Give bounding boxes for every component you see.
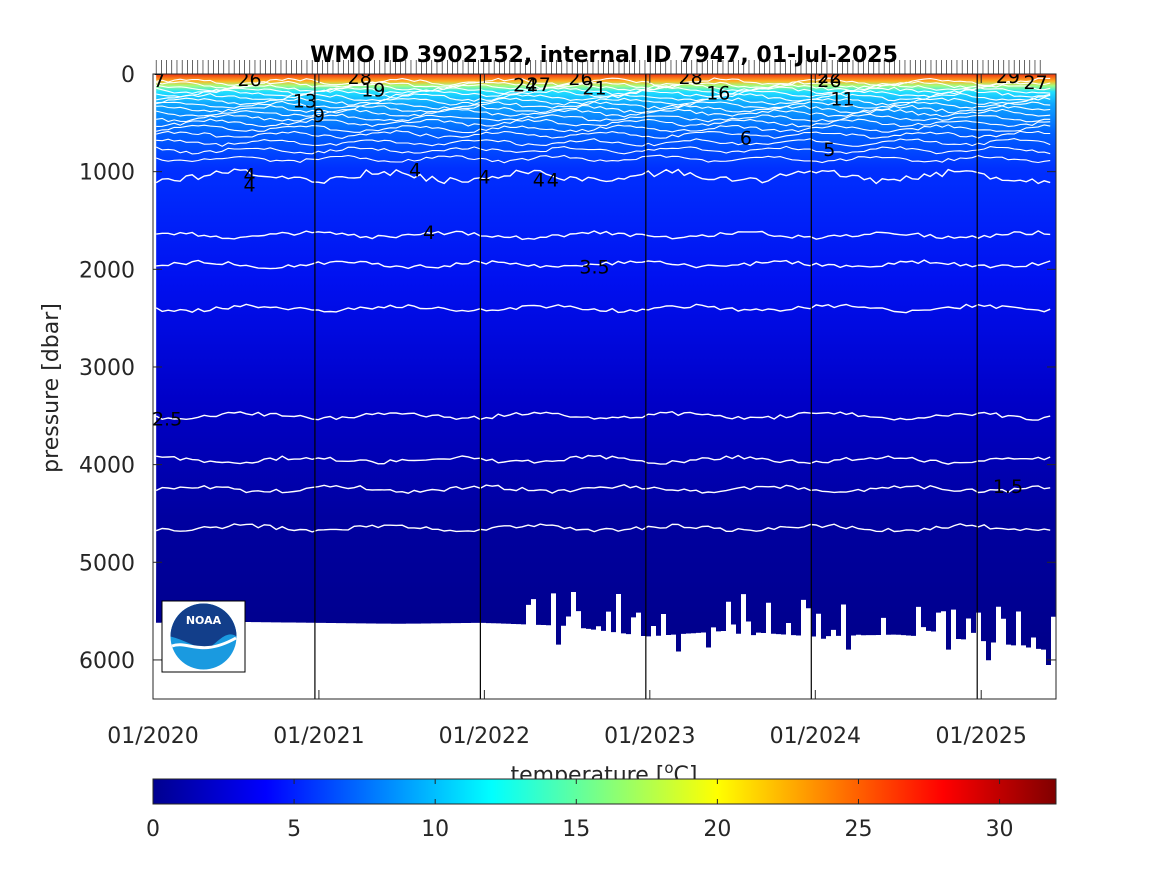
y-tick-label: 1000 xyxy=(79,161,135,186)
contour-label: 28 xyxy=(348,67,372,89)
colorbar-tick-label: 25 xyxy=(844,817,872,842)
upper-contour-line xyxy=(156,108,1051,118)
contour-label: 2.5 xyxy=(152,409,182,431)
upper-contour-line xyxy=(156,113,1051,123)
temperature-field xyxy=(156,74,1056,666)
upper-contour-line xyxy=(156,86,1051,96)
upper-contour-line xyxy=(156,92,1051,102)
contour-label: 19 xyxy=(361,80,385,102)
contour-label: 26 xyxy=(568,68,592,90)
colorbar: 0 5 10 15 20 25 30 xyxy=(146,778,1057,842)
contour-label: 4 xyxy=(478,167,490,189)
isotherm-line xyxy=(155,483,1051,494)
isotherm-line xyxy=(156,259,1051,270)
chart-title: WMO ID 3902152, internal ID 7947, 01-Jul… xyxy=(310,43,898,68)
isotherm-line xyxy=(155,523,1051,533)
x-tick-label: 01/2022 xyxy=(439,724,530,749)
y-tick-label: 0 xyxy=(121,63,135,88)
upper-contour-line xyxy=(156,97,1051,106)
contour-label: 27 xyxy=(141,70,165,92)
x-tick-label: 01/2024 xyxy=(770,724,861,749)
x-tick-label: 01/2025 xyxy=(936,724,1027,749)
contour-label: 4 xyxy=(244,174,256,196)
year-separators xyxy=(314,74,978,699)
colorbar-tick-label: 5 xyxy=(287,817,301,842)
plot-frame xyxy=(152,73,1057,700)
upper-contour-line xyxy=(156,154,1051,164)
contour-label: 28 xyxy=(679,67,703,89)
upper-contour-line xyxy=(156,83,1051,93)
contour-label: 1.5 xyxy=(993,476,1023,498)
colorbar-tick-label: 0 xyxy=(146,817,160,842)
svg-text:NOAA: NOAA xyxy=(186,614,222,627)
profile-ticks xyxy=(155,60,1041,74)
colorbar-gradient xyxy=(152,778,1057,805)
y-tick-label: 6000 xyxy=(79,649,135,674)
y-tick-label: 4000 xyxy=(79,454,135,479)
colorbar-tick-label: 15 xyxy=(562,817,590,842)
y-tick-label: 2000 xyxy=(79,258,135,283)
contour-label: 27 xyxy=(1024,72,1048,94)
upper-ocean-contours xyxy=(155,77,1051,164)
upper-contour-line xyxy=(156,100,1051,110)
colorbar-tick-label: 20 xyxy=(703,817,731,842)
x-tick-label: 01/2023 xyxy=(604,724,695,749)
contour-label: 26 xyxy=(237,69,261,91)
colorbar-tick-label: 10 xyxy=(421,817,449,842)
contour-label: 27 xyxy=(527,74,551,96)
upper-contour-line xyxy=(156,138,1051,147)
contour-label: 11 xyxy=(830,88,854,110)
isotherm-line xyxy=(156,230,1051,241)
contour-label: 26 xyxy=(817,70,841,92)
isotherm-line xyxy=(156,454,1051,465)
isotherm-line xyxy=(155,410,1051,421)
upper-contour-line xyxy=(156,77,1051,87)
contour-label: 22 xyxy=(817,66,841,88)
upper-contour-line xyxy=(156,80,1051,90)
contour-label: 5 xyxy=(823,139,835,161)
contour-label: 29 xyxy=(996,66,1020,88)
upper-contour-line xyxy=(156,104,1051,114)
contour-label: 4 xyxy=(423,222,435,244)
contour-label: 6 xyxy=(740,127,752,149)
colorbar-ticks: 0 5 10 15 20 25 30 xyxy=(146,779,1014,842)
upper-contour-line xyxy=(155,145,1051,155)
y-axis: 0 1000 2000 3000 4000 5000 6000 xyxy=(79,63,1056,674)
contour-label: 4 xyxy=(547,169,559,191)
contour-label: 16 xyxy=(706,83,730,105)
upper-contour-line xyxy=(156,130,1051,139)
upper-contour-line xyxy=(156,124,1051,134)
isotherm-line xyxy=(155,303,1051,314)
colorbar-tick-label: 30 xyxy=(986,817,1014,842)
contour-label: 4 xyxy=(409,160,421,182)
y-axis-label: pressure [dbar] xyxy=(39,303,64,473)
noaa-logo: NOAA xyxy=(161,600,246,673)
contour-label: 4 xyxy=(244,165,256,187)
x-axis: 01/2020 01/2021 01/2022 01/2023 01/2024 01/20… xyxy=(107,74,1027,749)
contour-label: 13 xyxy=(293,90,317,112)
y-tick-label: 3000 xyxy=(79,356,135,381)
contour-label: 24 xyxy=(513,75,537,97)
contour-label: 21 xyxy=(582,78,606,100)
isotherm-lines xyxy=(155,168,1051,533)
contour-label: 4 xyxy=(533,169,545,191)
isotherm-line xyxy=(155,168,1051,185)
x-tick-label: 01/2021 xyxy=(273,724,364,749)
contour-label: 3.5 xyxy=(579,256,609,278)
y-tick-label: 5000 xyxy=(79,551,135,576)
x-tick-label: 01/2020 xyxy=(107,724,198,749)
contour-label: 9 xyxy=(313,105,325,127)
upper-contour-line xyxy=(156,118,1051,128)
